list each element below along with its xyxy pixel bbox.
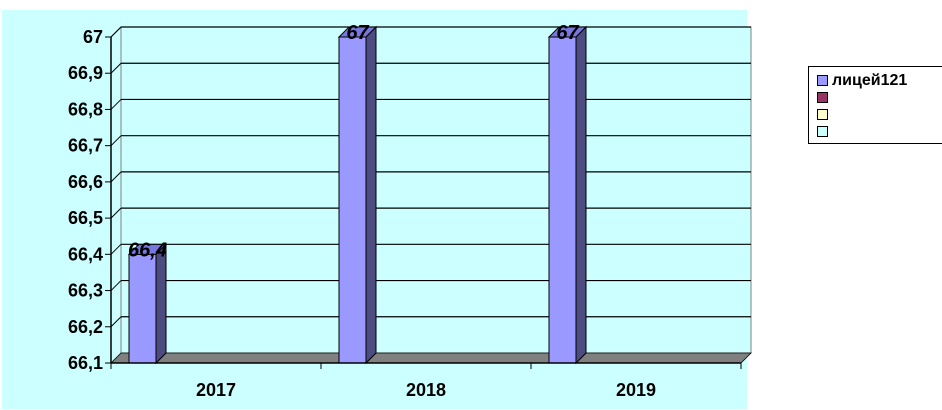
y-tick-label: 66,5 bbox=[68, 208, 103, 228]
y-tick-label: 66,7 bbox=[68, 136, 103, 156]
bar-side bbox=[365, 25, 377, 365]
gridline-side bbox=[110, 99, 122, 110]
bar-front bbox=[128, 253, 157, 364]
gridline-side bbox=[110, 135, 122, 147]
legend: лицей121 bbox=[808, 66, 942, 144]
gridline-side bbox=[110, 243, 122, 255]
y-tick-label: 66,2 bbox=[68, 317, 103, 337]
chart-floor bbox=[110, 352, 752, 364]
y-axis-ticks: 66,1 66,2 66,3 66,4 66,5 66,6 66,7 66,8 66,9 67 bbox=[68, 27, 111, 373]
bar-side bbox=[155, 243, 167, 365]
gridline-side bbox=[110, 171, 122, 183]
back-wall bbox=[120, 26, 752, 354]
bar-side bbox=[575, 25, 587, 365]
bar-front bbox=[548, 36, 577, 364]
bars bbox=[127, 25, 588, 365]
data-label: 66,4 bbox=[128, 239, 167, 261]
gridlines bbox=[110, 26, 751, 328]
gridline-side bbox=[110, 280, 122, 291]
bar bbox=[337, 25, 378, 365]
legend-item bbox=[817, 106, 942, 123]
bar-front bbox=[338, 36, 367, 364]
legend-item bbox=[817, 123, 942, 140]
legend-item bbox=[817, 89, 942, 106]
bar bbox=[547, 25, 588, 365]
y-axis-top-edge bbox=[110, 26, 122, 38]
y-tick-label: 66,4 bbox=[68, 244, 103, 264]
axes bbox=[110, 26, 741, 364]
bar bbox=[127, 243, 168, 365]
y-tick-label: 66,1 bbox=[68, 353, 103, 373]
legend-label: лицей121 bbox=[832, 71, 908, 89]
legend-swatch bbox=[817, 92, 828, 103]
x-tick-label: 2019 bbox=[616, 380, 656, 400]
floor-plane bbox=[110, 352, 752, 364]
legend-swatch bbox=[817, 109, 828, 120]
y-tick-label: 67 bbox=[83, 27, 103, 47]
data-labels: 66,4 67 67 bbox=[128, 22, 579, 261]
y-tick-label: 66,9 bbox=[68, 63, 103, 83]
gridline-side bbox=[110, 62, 122, 74]
legend-swatch bbox=[817, 75, 828, 86]
data-label: 67 bbox=[556, 22, 579, 44]
gridline-side bbox=[110, 316, 122, 328]
legend-swatch bbox=[817, 126, 828, 137]
y-tick-label: 66,6 bbox=[68, 172, 103, 192]
x-tick-label: 2017 bbox=[196, 380, 236, 400]
gridline-side bbox=[110, 207, 122, 219]
y-tick-label: 66,3 bbox=[68, 281, 103, 301]
y-tick-label: 66,8 bbox=[68, 99, 103, 119]
data-label: 67 bbox=[346, 22, 369, 44]
legend-item: лицей121 bbox=[817, 72, 942, 89]
x-tick-label: 2018 bbox=[406, 380, 446, 400]
x-axis-ticks: 2017 2018 2019 bbox=[110, 363, 742, 400]
